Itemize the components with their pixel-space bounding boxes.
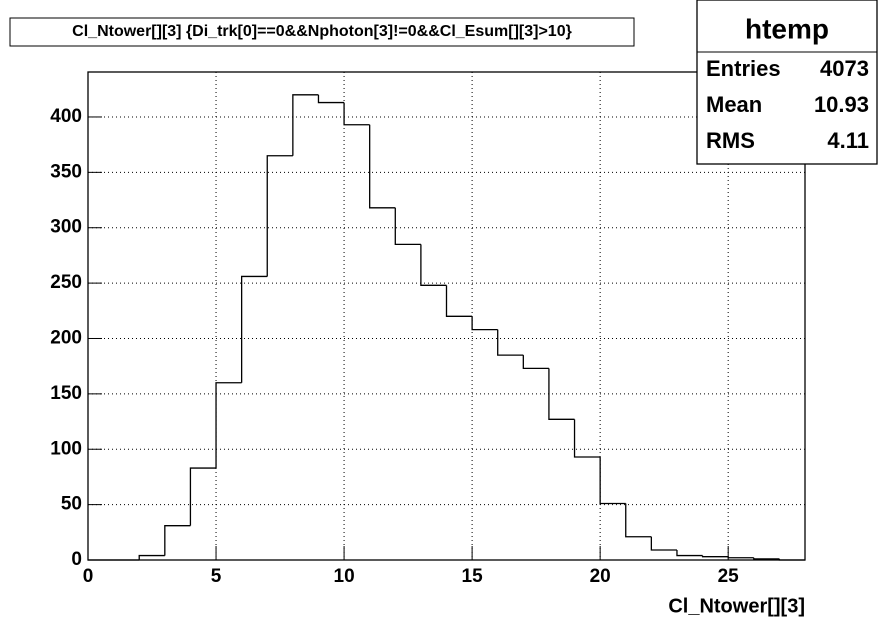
histogram-bin: [650, 536, 677, 551]
histogram-bin: [343, 102, 370, 126]
stats-value: 4073: [820, 56, 869, 81]
y-tick-label: 400: [50, 106, 82, 127]
y-tick-label: 250: [50, 272, 82, 293]
y-tick-label: 300: [50, 217, 82, 238]
histogram-bin: [266, 155, 293, 277]
histogram-bin: [676, 550, 703, 557]
histogram-bin: [292, 94, 319, 156]
histogram-bin: [445, 285, 473, 317]
y-tick-label: 150: [50, 383, 82, 404]
y-tick-label: 350: [50, 161, 82, 182]
histogram-bin: [548, 368, 575, 420]
stats-label: RMS: [706, 128, 755, 153]
histogram-bin: [420, 244, 447, 286]
y-tick-label: 0: [71, 549, 82, 570]
histogram-bin: [599, 456, 626, 505]
stats-title: htemp: [745, 13, 829, 44]
histogram-bin: [497, 329, 524, 356]
y-tick-label: 50: [61, 494, 82, 515]
x-tick-label: 5: [211, 566, 222, 587]
histogram-bin: [701, 555, 729, 558]
histogram-bin: [369, 124, 396, 209]
histogram-bin: [625, 503, 652, 538]
histogram-bin: [138, 554, 165, 560]
stats-value: 10.93: [814, 92, 869, 117]
histogram-bin: [573, 419, 601, 458]
histogram-bin: [189, 467, 217, 526]
x-axis-label: Cl_Ntower[][3]: [668, 595, 805, 617]
stats-box: [696, 0, 878, 165]
title-box: [9, 17, 635, 47]
chart-title: Cl_Ntower[][3] {Di_trk[0]==0&&Nphoton[3]…: [72, 23, 572, 40]
stats-label: Mean: [706, 92, 762, 117]
histogram-bin: [240, 275, 268, 383]
histogram-bin: [753, 557, 780, 560]
x-tick-label: 0: [83, 566, 94, 587]
y-tick-label: 100: [50, 438, 82, 459]
histogram-bin: [394, 207, 421, 245]
histogram-bin: [471, 316, 498, 331]
x-tick-label: 10: [334, 566, 355, 587]
x-tick-label: 25: [718, 566, 740, 587]
x-tick-label: 20: [590, 566, 611, 587]
histogram-bin: [164, 525, 191, 556]
histogram-bin: [727, 556, 754, 559]
x-tick-label: 15: [462, 566, 484, 587]
plot-frame: [87, 71, 806, 561]
stats-value: 4.11: [827, 128, 869, 153]
y-tick-label: 200: [50, 327, 82, 348]
histogram-bin: [522, 355, 549, 370]
stats-label: Entries: [706, 56, 781, 81]
histogram-bin: [215, 382, 242, 469]
histogram-bin: [317, 94, 345, 104]
